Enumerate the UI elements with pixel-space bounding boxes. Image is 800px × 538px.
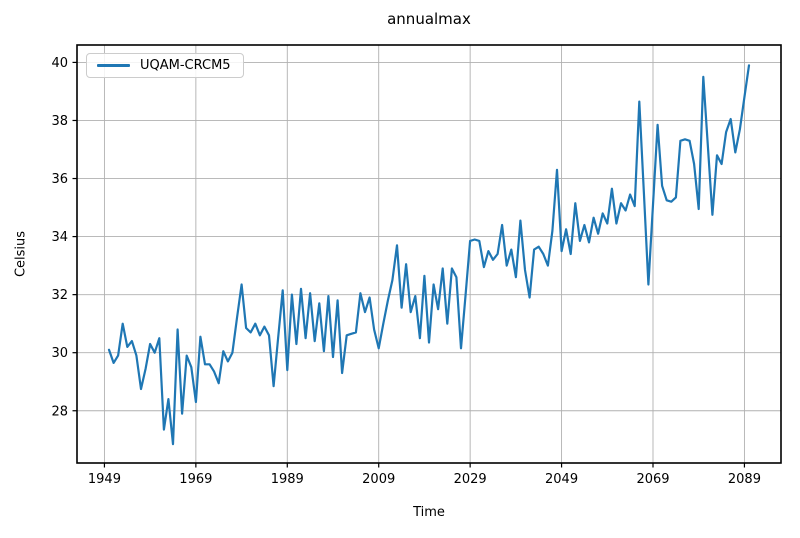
x-tick-label: 2069 <box>636 472 669 487</box>
legend-label: UQAM-CRCM5 <box>140 58 231 73</box>
y-tick-label: 30 <box>51 346 68 361</box>
plot-frame <box>76 44 782 464</box>
x-tick-label: 1989 <box>271 472 304 487</box>
y-tick-label: 36 <box>51 172 68 187</box>
y-tick-label: 32 <box>51 288 68 303</box>
y-axis-label: Celsius <box>13 230 29 278</box>
x-tick-label: 1949 <box>88 472 121 487</box>
temperature-line <box>107 64 751 446</box>
x-tick-label: 2029 <box>454 472 487 487</box>
chart-title: annualmax <box>387 10 471 28</box>
y-tick-label: 40 <box>51 56 68 71</box>
legend: UQAM-CRCM5 <box>86 53 244 78</box>
x-tick-label: 2009 <box>362 472 395 487</box>
x-tick-label: 2089 <box>728 472 761 487</box>
y-tick-label: 38 <box>51 114 68 129</box>
legend-line-swatch <box>97 64 130 67</box>
y-tick-label: 28 <box>51 404 68 419</box>
x-tick-label: 2049 <box>545 472 578 487</box>
y-tick-label: 34 <box>51 230 68 245</box>
x-axis-label: Time <box>413 505 445 520</box>
x-tick-label: 1969 <box>179 472 212 487</box>
